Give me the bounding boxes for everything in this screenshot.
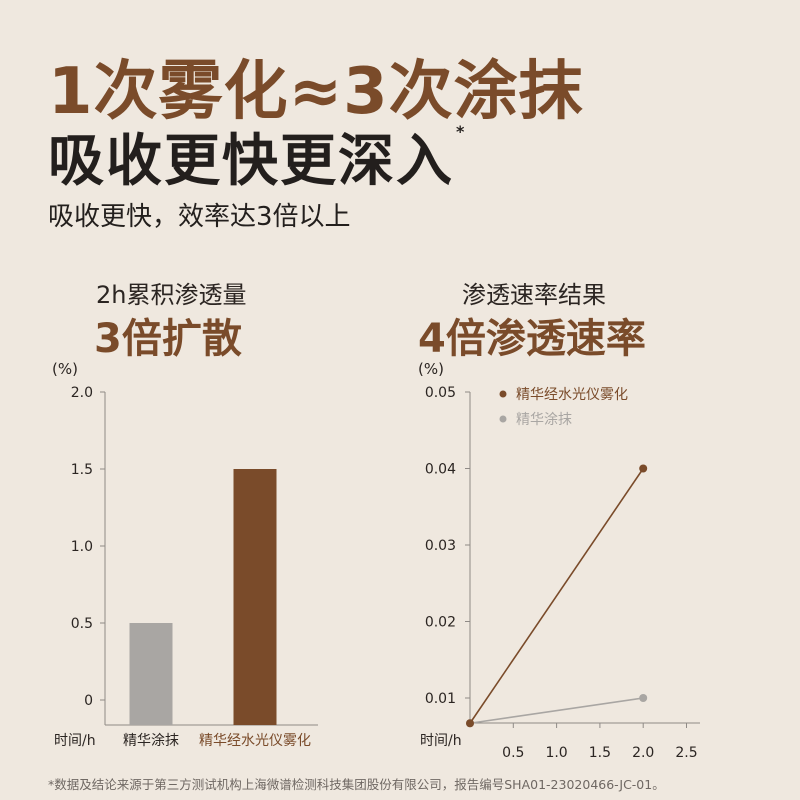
legend-label: 精华涂抹 — [516, 412, 572, 428]
series-point — [639, 694, 648, 702]
line-x-tick-label: 2.0 — [632, 745, 654, 761]
bar-y-unit: (%) — [52, 360, 78, 378]
bar-x-label: 时间/h — [54, 733, 96, 749]
legend-marker — [499, 415, 507, 423]
line-chart: (%) 时间/h 0.01 0.02 0.03 0.04 0.05 0.5 1.0 1.5 2.0 2… — [418, 360, 700, 761]
headline-subtitle: 吸收更快更深入 * — [48, 116, 466, 197]
bar-y-tick-label: 1.5 — [71, 462, 93, 478]
left-chart-caption: 2h累积渗透量 — [96, 281, 247, 309]
headline-title: 1次雾化≈3次涂抹 — [48, 55, 584, 129]
right-chart-headline: 4倍渗透速率 — [418, 316, 646, 362]
bar-y-tick-label: 0.5 — [71, 616, 93, 632]
bar-y-tick-label: 2.0 — [71, 385, 93, 401]
legend-marker — [499, 390, 507, 398]
footnote: *数据及结论来源于第三方测试机构上海微谱检测科技集团股份有限公司，报告编号SHA… — [48, 777, 665, 792]
bar-chart: (%) 时间/h 0 0.5 1.0 1.5 2.0 精华涂抹 精华经水光仪雾化 — [52, 360, 318, 749]
right-chart-caption: 渗透速率结果 — [462, 281, 606, 309]
subtitle-text: 吸收更快更深入 — [48, 129, 454, 194]
line-y-tick-label: 0.02 — [425, 615, 456, 631]
bar-category-label: 精华涂抹 — [123, 733, 179, 749]
bar-y-tick-label: 1.0 — [71, 539, 93, 555]
bar-1 — [129, 623, 173, 725]
line-x-tick-label: 1.0 — [545, 745, 567, 761]
line-x-tick-label: 0.5 — [502, 745, 524, 761]
legend-label: 精华经水光仪雾化 — [516, 387, 628, 403]
series-line — [469, 697, 644, 725]
line-x-tick-label: 1.5 — [589, 745, 611, 761]
bar-category-label: 精华经水光仪雾化 — [199, 733, 311, 749]
line-y-tick-label: 0.05 — [425, 385, 456, 401]
left-chart-headline: 3倍扩散 — [94, 316, 242, 362]
bar-2 — [233, 469, 277, 725]
series-line — [469, 468, 644, 724]
line-y-unit: (%) — [418, 360, 444, 378]
line-y-tick-label: 0.03 — [425, 538, 456, 554]
bar-y-tick-label: 0 — [84, 693, 93, 709]
line-y-tick-label: 0.04 — [425, 462, 456, 478]
tagline: 吸收更快，效率达3倍以上 — [48, 202, 351, 232]
footnote-marker: * — [456, 122, 467, 141]
line-x-tick-label: 2.5 — [675, 745, 697, 761]
series-point — [639, 464, 648, 473]
line-y-tick-label: 0.01 — [425, 691, 456, 707]
series-point — [466, 719, 474, 728]
line-x-label: 时间/h — [420, 733, 462, 749]
